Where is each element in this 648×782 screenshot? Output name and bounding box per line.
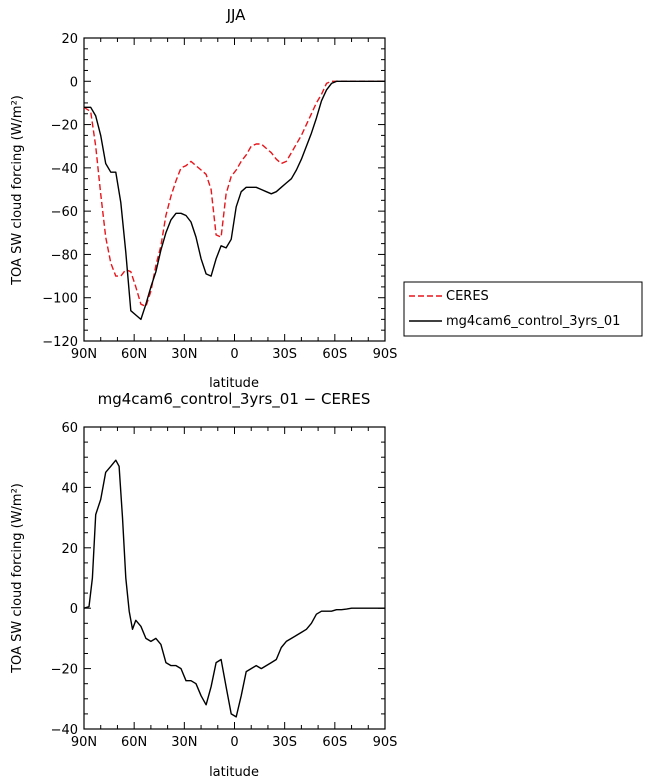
- top-y-tick-label: −120: [42, 335, 78, 350]
- legend-label-ceres: CERES: [446, 289, 489, 304]
- bottom-y-tick-label: −20: [51, 663, 78, 678]
- legend: CERES mg4cam6_control_3yrs_01: [403, 281, 643, 337]
- top-x-tick-label: 30S: [272, 347, 297, 362]
- top-x-axis-label: latitude: [209, 376, 259, 391]
- legend-box: [403, 281, 643, 337]
- bottom-y-tick-label: 40: [61, 481, 78, 496]
- bottom-x-tick-label: 30N: [171, 735, 197, 750]
- top-series-line-mg4cam6-control-3yrs-01: [84, 80, 385, 321]
- top-chart-title: JJA: [226, 6, 247, 24]
- top-x-tick-label: 60N: [121, 347, 147, 362]
- top-y-tick-label: 0: [70, 75, 78, 90]
- bottom-x-tick-label: 90S: [373, 735, 398, 750]
- top-x-tick-label: 60S: [322, 347, 347, 362]
- bottom-y-tick-label: 0: [70, 602, 78, 617]
- bottom-y-tick-label: 60: [61, 421, 78, 436]
- bottom-series-line-difference: [83, 459, 385, 718]
- top-y-tick-label: 20: [61, 32, 78, 47]
- bottom-panel: mg4cam6_control_3yrs_01 − CERES 90N 60N 30…: [10, 390, 397, 780]
- top-x-tick-label: 90S: [373, 347, 398, 362]
- bottom-plot-area: 90N 60N 30N 0 30S 60S 90S 60 40 20 0 −20 −40: [51, 421, 398, 750]
- top-y-axis-label: TOA SW cloud forcing (W/m²): [10, 95, 25, 286]
- bottom-chart-title: mg4cam6_control_3yrs_01 − CERES: [98, 390, 371, 409]
- top-y-tick-label: −20: [51, 119, 78, 134]
- legend-label-model: mg4cam6_control_3yrs_01: [446, 314, 620, 329]
- top-x-tick-label: 90N: [71, 347, 97, 362]
- top-y-tick-label: −100: [42, 292, 78, 307]
- bottom-y-axis-label: TOA SW cloud forcing (W/m²): [10, 483, 25, 674]
- top-plot-area: 90N 60N 30N 0 30S 60S 90S 20 0 −20 −40 −60 −80 −100 −1…: [42, 32, 397, 362]
- top-x-tick-label: 30N: [171, 347, 197, 362]
- bottom-y-tick-label: 20: [61, 542, 78, 557]
- top-y-tick-label: −60: [51, 205, 78, 220]
- bottom-x-tick-label: 60N: [121, 735, 147, 750]
- bottom-x-tick-label: 60S: [322, 735, 347, 750]
- top-panel: JJA 90N 60N 30N 0 30S 60S 90S 20 0 −20 −40 −60 −80 −1…: [10, 6, 643, 391]
- top-y-tick-label: −80: [51, 248, 78, 263]
- top-series-line-ceres: [83, 80, 385, 308]
- bottom-plot-frame: [83, 426, 386, 730]
- bottom-y-tick-label: −40: [51, 723, 78, 738]
- top-y-tick-label: −40: [51, 162, 78, 177]
- bottom-x-tick-label: 90N: [71, 735, 97, 750]
- top-x-tick-label: 0: [230, 347, 238, 362]
- bottom-x-axis-label: latitude: [209, 765, 259, 780]
- bottom-x-tick-label: 0: [230, 735, 238, 750]
- bottom-x-tick-label: 30S: [272, 735, 297, 750]
